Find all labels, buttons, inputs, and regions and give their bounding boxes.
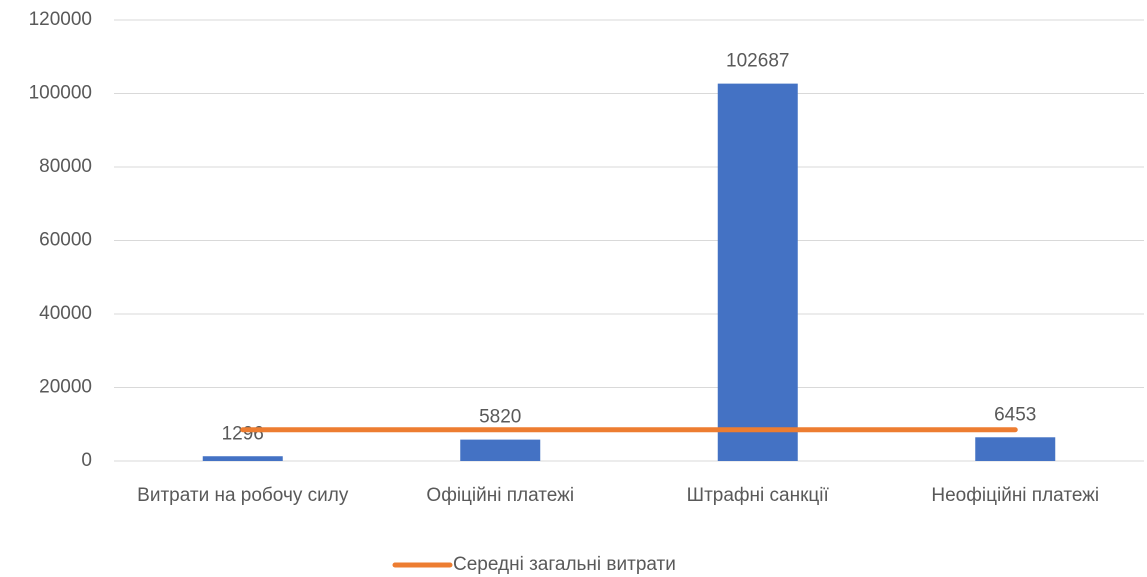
bar: [202, 456, 283, 461]
data-label: 5820: [479, 407, 521, 428]
y-tick-label: 0: [81, 450, 92, 471]
data-label: 1296: [222, 423, 264, 444]
bar: [460, 439, 541, 461]
y-tick-label: 60000: [39, 230, 92, 251]
y-tick-label: 40000: [39, 303, 92, 324]
bar: [975, 437, 1056, 461]
x-tick-label: Неофіційні платежі: [931, 485, 1100, 506]
y-tick-label: 100000: [29, 83, 92, 104]
data-label: 102687: [726, 51, 789, 72]
x-tick-label: Штрафні санкції: [686, 485, 829, 506]
y-tick-label: 120000: [29, 9, 92, 30]
x-tick-label: Витрати на робочу силу: [137, 485, 349, 506]
data-label: 6453: [994, 404, 1036, 425]
x-tick-label: Офіційні платежі: [426, 485, 575, 506]
legend-label: Середні загальні витрати: [453, 554, 676, 575]
bar: [717, 83, 798, 461]
y-tick-label: 20000: [39, 377, 92, 398]
y-tick-label: 80000: [39, 156, 92, 177]
